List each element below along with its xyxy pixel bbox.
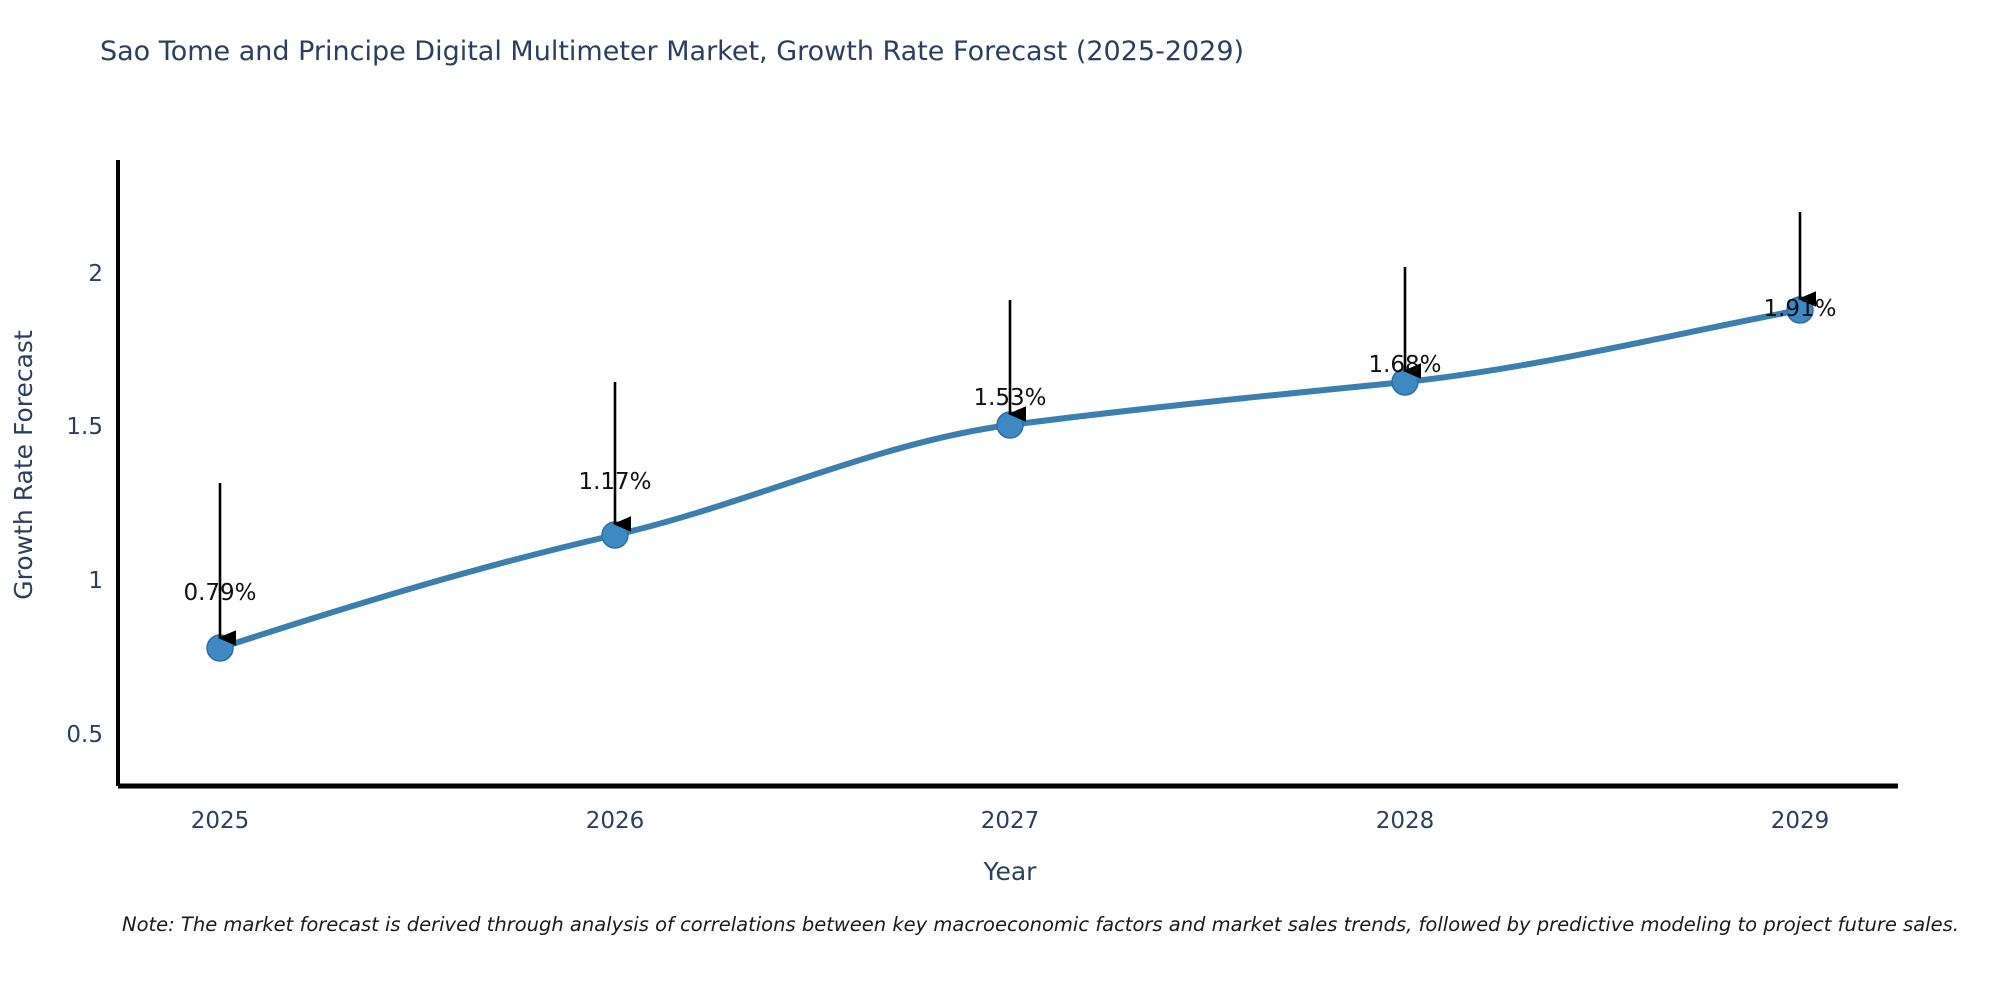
x-tick-label: 2029 <box>1771 808 1830 834</box>
data-point-label: 0.79% <box>183 580 256 606</box>
data-point-label: 1.91% <box>1763 296 1836 322</box>
data-point-label: 1.53% <box>973 385 1046 411</box>
x-tick-label: 2025 <box>191 808 250 834</box>
y-tick-labels: 0.5 1 1.5 2 <box>66 261 103 748</box>
y-tick-label: 1 <box>88 568 103 594</box>
data-point-labels: 0.79% 1.17% 1.53% 1.68% 1.91% <box>183 296 1836 606</box>
y-tick-label: 1.5 <box>66 414 103 440</box>
y-tick-label: 2 <box>88 261 103 287</box>
data-point-marker[interactable] <box>206 634 234 662</box>
chart-title: Sao Tome and Principe Digital Multimeter… <box>100 36 1245 67</box>
chart-footnote: Note: The market forecast is derived thr… <box>122 913 1959 936</box>
y-axis-title: Growth Rate Forecast <box>9 330 38 600</box>
x-tick-label: 2027 <box>981 808 1040 834</box>
x-tick-labels: 2025 2026 2027 2028 2029 <box>191 808 1830 834</box>
data-point-marker[interactable] <box>601 521 629 549</box>
x-tick-label: 2028 <box>1376 808 1435 834</box>
data-point-label: 1.68% <box>1368 352 1441 378</box>
annotation-arrows <box>217 212 1817 646</box>
data-point-marker[interactable] <box>996 411 1024 439</box>
data-point-label: 1.17% <box>578 469 651 495</box>
x-tick-label: 2026 <box>586 808 645 834</box>
y-tick-label: 0.5 <box>66 722 103 748</box>
x-axis-title: Year <box>983 857 1038 886</box>
